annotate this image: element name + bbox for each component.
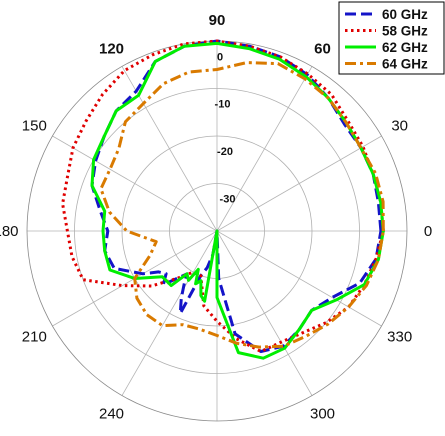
legend-label: 62 GHz [382,40,428,55]
legend-box [338,1,445,75]
angle-tick-label-90: 90 [209,12,226,29]
series-group [61,39,385,360]
grid-circle [121,135,313,327]
angle-tick-label-180: 180 [0,223,19,240]
series-line-62-ghz [90,41,385,360]
angle-tick-label-120: 120 [99,40,124,57]
angle-tick-label-240: 240 [99,406,124,423]
radial-tick-label: 0 [217,51,223,63]
radial-tick-label: -30 [220,194,236,206]
angle-tick-label-330: 330 [387,329,412,346]
series-line-58-ghz [61,39,385,353]
angle-tick-label-300: 300 [310,406,335,423]
polar-grid [26,40,408,422]
angle-tick-label-60: 60 [314,40,331,57]
radial-tick-label: -10 [215,99,231,111]
angle-tick-label-30: 30 [391,118,408,135]
angle-tick-label-210: 210 [22,329,47,346]
legend-label: 58 GHz [382,24,428,39]
radial-tick-label: -20 [217,146,233,158]
axis-labels: 0 30 60 90 120 150 180 210 240 270 300 330 0 -10 -20 -3… [0,12,432,436]
legend-label: 64 GHz [382,57,428,72]
angle-tick-label-270: 270 [204,434,229,436]
legend-label: 60 GHz [382,7,428,22]
grid-circle [74,88,360,374]
series-line-60-ghz [90,39,383,353]
series-line-64-ghz [99,61,385,349]
angle-tick-label-150: 150 [22,118,47,135]
angle-tick-label-0: 0 [424,223,432,240]
